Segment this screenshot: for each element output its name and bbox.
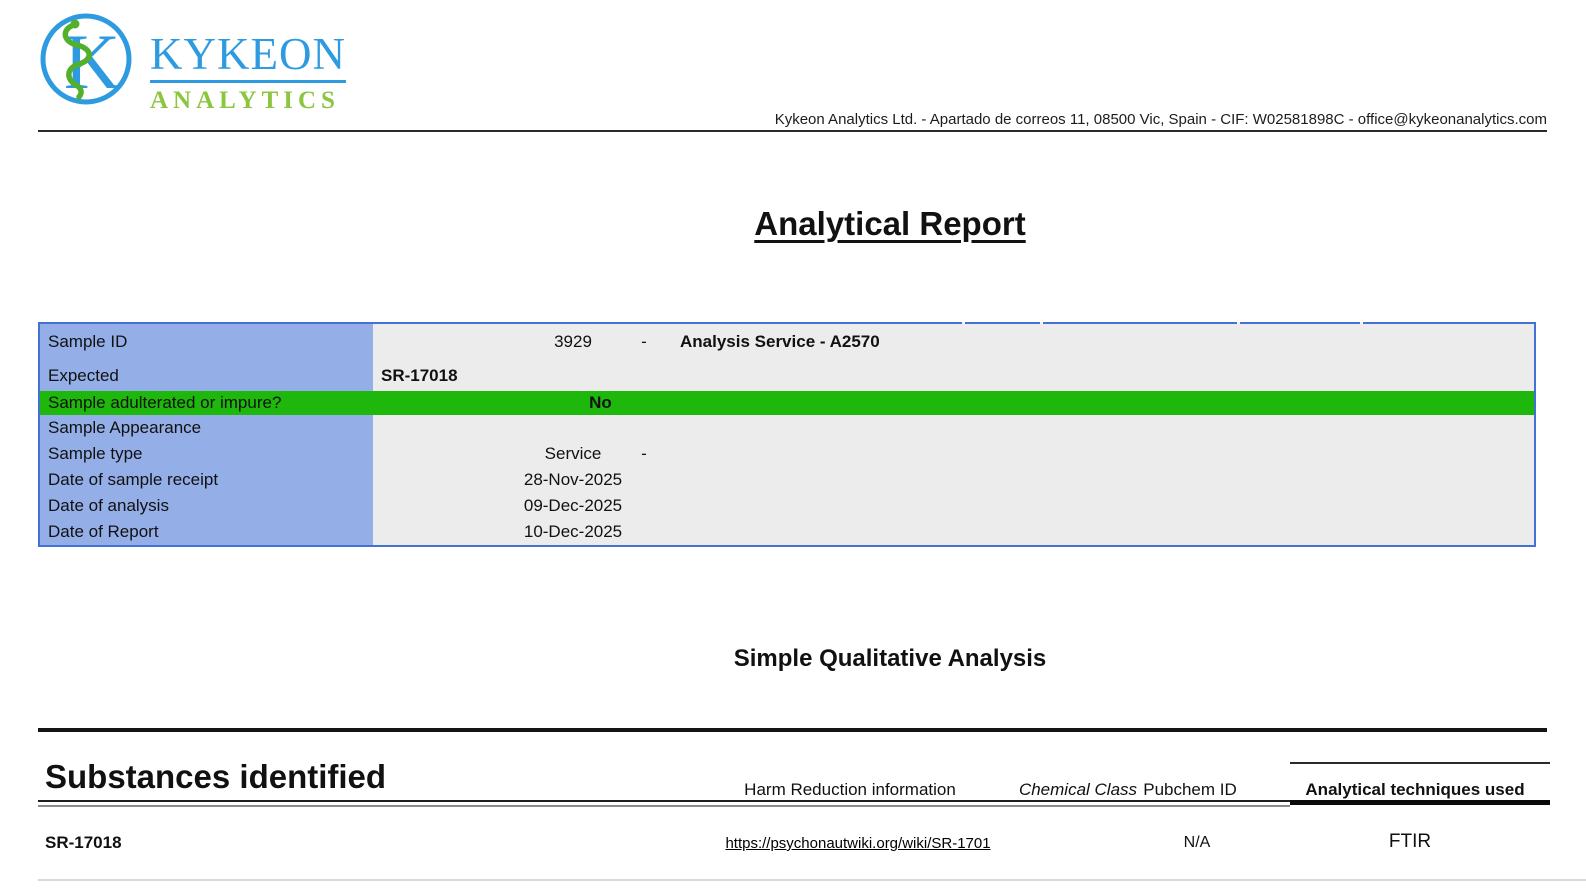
kykeon-monogram-icon: K	[40, 13, 132, 105]
svg-text:K: K	[64, 18, 120, 105]
report-title: Analytical Report	[754, 205, 1026, 242]
company-contact-line: Kykeon Analytics Ltd. - Apartado de corr…	[774, 111, 1547, 128]
header-divider	[38, 130, 1547, 132]
kykeon-logo: K KYKEON ANALYTICS	[38, 10, 346, 115]
row-label: Date of analysis	[40, 493, 373, 519]
substance-techniques: FTIR	[1388, 831, 1432, 852]
harm-reduction-link[interactable]: https://psychonautwiki.org/wiki/SR-1701	[725, 835, 991, 852]
brand-text: KYKEON ANALYTICS	[150, 32, 346, 115]
row-label: Sample Appearance	[40, 415, 373, 441]
expected-substance-value: SR-17018	[381, 365, 458, 385]
row-values: No	[373, 391, 1534, 415]
row-values: 10-Dec-2025	[373, 519, 1534, 545]
column-notch	[962, 322, 965, 324]
sample-info-table: Sample ID 3929 - Analysis Service - A257…	[38, 322, 1536, 547]
row-label: Sample adulterated or impure?	[40, 391, 373, 415]
row-values: 28-Nov-2025	[373, 467, 1534, 493]
table-row-appearance: Sample Appearance	[40, 415, 1534, 441]
substance-pubchem-id: N/A	[1183, 834, 1211, 851]
sample-type-value: Service	[544, 444, 602, 463]
date-receipt-value: 28-Nov-2025	[523, 470, 623, 489]
table-row-adulterated: Sample adulterated or impure? No	[40, 391, 1534, 415]
table-row-date-receipt: Date of sample receipt 28-Nov-2025	[40, 467, 1534, 493]
section-divider	[38, 728, 1547, 732]
brand-subname: ANALYTICS	[150, 87, 340, 114]
row-values: Service -	[373, 441, 1534, 467]
row-label: Sample type	[40, 441, 373, 467]
column-header-chemical-class: Chemical Class	[1018, 780, 1138, 799]
column-notch	[1040, 322, 1043, 324]
row-label: Sample ID	[40, 324, 373, 360]
section-title: Simple Qualitative Analysis	[733, 645, 1047, 672]
row-values	[373, 415, 1534, 441]
column-header-pubchem-id: Pubchem ID	[1143, 780, 1237, 799]
header-underline-thick	[1290, 800, 1550, 805]
row-label: Expected	[40, 360, 373, 391]
date-analysis-value: 09-Dec-2025	[523, 496, 623, 515]
row-label: Date of Report	[40, 519, 373, 545]
dash-separator: -	[641, 332, 647, 351]
column-notch	[1237, 322, 1240, 324]
substances-heading: Substances identified	[45, 758, 387, 795]
table-row-sample-type: Sample type Service -	[40, 441, 1534, 467]
column-notch	[1360, 322, 1363, 324]
table-row-expected: Expected SR-17018	[40, 360, 1534, 391]
dash-separator: -	[641, 444, 647, 463]
substance-name: SR-17018	[45, 833, 122, 852]
column-header-harm-reduction: Harm Reduction information	[744, 780, 956, 799]
brand-name: KYKEON	[150, 32, 346, 83]
row-values: 3929 - Analysis Service - A2570	[373, 324, 1534, 360]
row-values: 09-Dec-2025	[373, 493, 1534, 519]
header-underline-double	[38, 800, 1290, 807]
adulterated-answer-badge: No	[589, 393, 612, 412]
row-label: Date of sample receipt	[40, 467, 373, 493]
analysis-service-label: Analysis Service - A2570	[680, 332, 880, 351]
techniques-overline	[1290, 762, 1550, 764]
footer-divider	[38, 879, 1586, 881]
table-row-date-analysis: Date of analysis 09-Dec-2025	[40, 493, 1534, 519]
date-report-value: 10-Dec-2025	[523, 522, 623, 541]
table-row-sample-id: Sample ID 3929 - Analysis Service - A257…	[40, 324, 1534, 360]
table-row-date-report: Date of Report 10-Dec-2025	[40, 519, 1534, 545]
column-header-analytical-techniques: Analytical techniques used	[1305, 780, 1525, 799]
sample-id-value: 3929	[554, 332, 592, 351]
row-values: SR-17018	[373, 360, 1534, 391]
caduceus-snake-icon	[62, 22, 92, 100]
